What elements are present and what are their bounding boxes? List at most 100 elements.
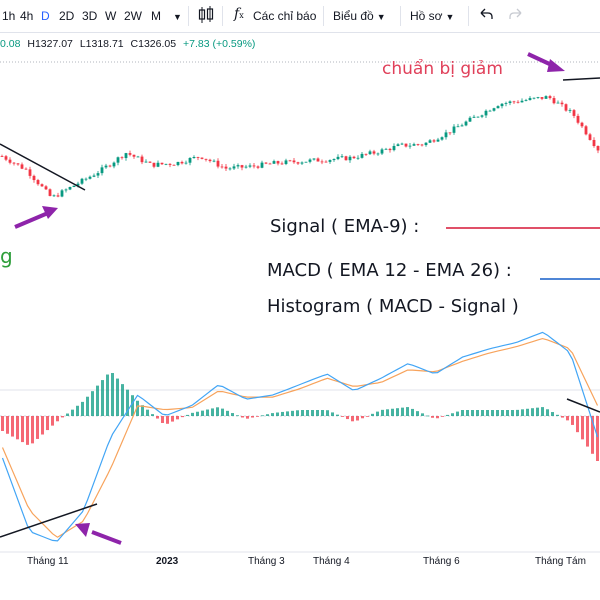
candle-body xyxy=(276,161,280,164)
price-chart[interactable]: Tháng 11 2023 Tháng 3 Tháng 4 Tháng 6 Tháng T… xyxy=(0,32,600,600)
profile-label: Hồ sơ xyxy=(410,9,443,23)
candle-body xyxy=(464,121,468,126)
histogram-bar xyxy=(86,396,89,416)
histogram-bar xyxy=(256,416,259,417)
histogram-bar xyxy=(101,380,104,416)
histogram-bar xyxy=(436,416,439,419)
histogram-bar xyxy=(181,416,184,418)
candle-body xyxy=(28,169,32,176)
chevron-down-icon: ▼ xyxy=(445,12,455,22)
histogram-bar xyxy=(311,410,314,416)
histogram-bar xyxy=(266,414,269,416)
fx-icon[interactable]: fx xyxy=(234,6,244,22)
time-tick-label: Tháng 11 xyxy=(27,556,69,567)
histogram-bar xyxy=(336,414,339,416)
interval-w[interactable]: W xyxy=(105,9,117,23)
profile-button[interactable]: Hồ sơ ▼ xyxy=(410,7,454,26)
interval-4h[interactable]: 4h xyxy=(20,9,34,23)
candle-body xyxy=(400,143,404,145)
histogram-bar xyxy=(11,416,14,437)
histogram-bar xyxy=(176,416,179,420)
interval-d[interactable]: D xyxy=(41,9,50,23)
candle-body xyxy=(52,195,56,197)
candle-body xyxy=(552,98,556,104)
time-axis: Tháng 11 2023 Tháng 3 Tháng 4 Tháng 6 Tháng T… xyxy=(27,556,586,567)
candle-body xyxy=(4,156,8,160)
price-candles xyxy=(0,94,600,198)
candle-body xyxy=(252,165,256,167)
candles-icon[interactable] xyxy=(197,5,215,30)
histogram-legend-label: Histogram ( MACD - Signal ) xyxy=(267,296,519,317)
interval-2w[interactable]: 2W xyxy=(124,9,142,23)
candle-body xyxy=(112,162,116,167)
histogram-bar xyxy=(571,416,574,425)
candle-body xyxy=(160,162,164,165)
histogram-bar xyxy=(341,416,344,417)
candle-body xyxy=(188,158,192,163)
histogram-bar xyxy=(381,409,384,416)
histogram-bar xyxy=(186,414,189,416)
candle-body xyxy=(208,159,212,162)
histogram-bar xyxy=(236,415,239,417)
candle-body xyxy=(496,106,500,109)
candle-body xyxy=(284,160,288,164)
interval-m[interactable]: M xyxy=(151,9,161,23)
histogram-bar xyxy=(31,416,34,444)
candle-body xyxy=(532,97,536,99)
open-value: 0.08 xyxy=(0,38,21,50)
histogram-bar xyxy=(331,412,334,416)
candle-body xyxy=(156,162,160,167)
candle-body xyxy=(20,164,24,169)
time-tick-label: Tháng 3 xyxy=(248,556,285,567)
candle-body xyxy=(200,157,204,159)
candle-body xyxy=(572,110,576,116)
candle-body xyxy=(564,104,568,111)
candle-body xyxy=(540,97,544,99)
toolbar-divider xyxy=(400,6,401,26)
histogram-bar xyxy=(271,413,274,416)
candle-body xyxy=(396,144,400,146)
interval-2d[interactable]: 2D xyxy=(59,9,75,23)
candle-body xyxy=(384,148,388,150)
candle-body xyxy=(588,134,592,140)
candle-body xyxy=(544,96,548,99)
interval-3d[interactable]: 3D xyxy=(82,9,98,23)
histogram-bar xyxy=(296,410,299,416)
candle-body xyxy=(196,156,200,158)
macd-line xyxy=(1,331,599,542)
histogram-bar xyxy=(261,415,264,417)
macd-histogram xyxy=(1,373,599,461)
histogram-bar xyxy=(441,416,444,417)
candle-body xyxy=(220,166,224,168)
buy-signal-label: g xyxy=(0,244,13,268)
histogram-bar xyxy=(166,416,169,424)
histogram-bar xyxy=(241,416,244,418)
chart-type-button[interactable]: Biểu đồ ▼ xyxy=(333,7,386,26)
candle-body xyxy=(500,103,504,107)
interval-dropdown-chevron-icon[interactable]: ▼ xyxy=(173,12,182,22)
candle-body xyxy=(96,173,100,176)
candle-body xyxy=(180,161,184,164)
candle-body xyxy=(460,125,464,127)
candle-body xyxy=(480,115,484,117)
candle-body xyxy=(64,189,68,191)
signal-line xyxy=(1,337,599,538)
candle-body xyxy=(132,154,136,157)
histogram-bar xyxy=(471,410,474,416)
undo-icon[interactable] xyxy=(478,4,494,29)
candle-body xyxy=(472,116,476,118)
candle-body xyxy=(524,100,528,101)
histogram-bar xyxy=(401,407,404,416)
histogram-bar xyxy=(171,416,174,422)
histogram-bar xyxy=(106,374,109,416)
candle-body xyxy=(216,160,220,167)
candle-body xyxy=(428,140,432,143)
candle-body xyxy=(548,96,552,99)
redo-icon[interactable] xyxy=(508,4,524,29)
interval-1h[interactable]: 1h xyxy=(2,9,16,23)
indicators-button[interactable]: Các chỉ báo xyxy=(253,9,317,23)
candle-body xyxy=(568,110,572,111)
histogram-bar xyxy=(316,410,319,416)
candle-body xyxy=(404,143,408,147)
arrow-buy-upper xyxy=(14,206,58,229)
